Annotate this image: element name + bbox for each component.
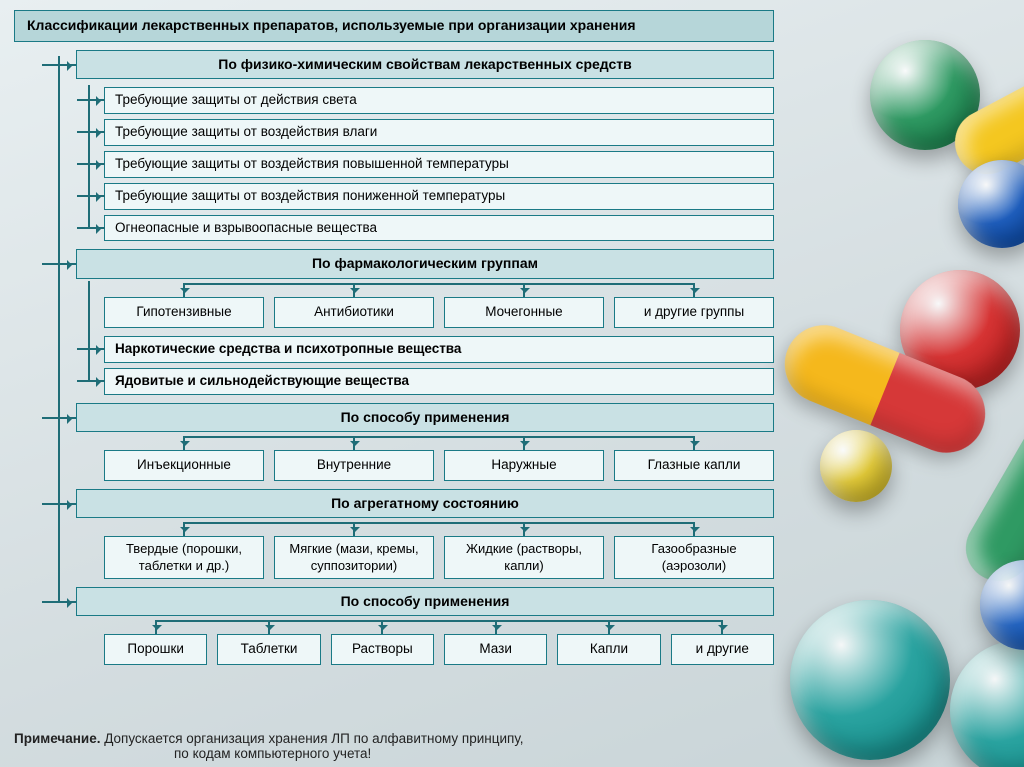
list-item: Требующие защиты от воздействия влаги bbox=[104, 119, 774, 146]
row-item: Мази bbox=[444, 634, 547, 665]
section-0: По физико-химическим свойствам лекарстве… bbox=[76, 50, 774, 242]
footnote-line2: по кодам компьютерного учета! bbox=[174, 746, 371, 761]
fanout-connector bbox=[104, 522, 774, 536]
list-item: Требующие защиты от воздействия пониженн… bbox=[104, 183, 774, 210]
row-item: Жидкие (растворы, капли) bbox=[444, 536, 604, 579]
section-body: Инъекционные Внутренние Наружные Глазные ка… bbox=[104, 436, 774, 481]
classification-diagram: Классификации лекарственных препаратов, … bbox=[14, 10, 774, 665]
row-item: Капли bbox=[557, 634, 660, 665]
row-item: Растворы bbox=[331, 634, 434, 665]
section-header: По способу применения bbox=[76, 587, 774, 617]
row-item: Таблетки bbox=[217, 634, 320, 665]
main-trunk-line bbox=[58, 56, 60, 602]
row-item: и другие bbox=[671, 634, 774, 665]
list-item: Требующие защиты от действия света bbox=[104, 87, 774, 114]
section-1: По фармакологическим группам Гипотензивны… bbox=[76, 249, 774, 394]
row-item: Мочегонные bbox=[444, 297, 604, 328]
footnote-line1: Допускается организация хранения ЛП по а… bbox=[100, 731, 523, 746]
section-4: По способу применения Порошки Таблетки Раст… bbox=[76, 587, 774, 665]
row-item: и другие группы bbox=[614, 297, 774, 328]
row-item: Порошки bbox=[104, 634, 207, 665]
section-2: По способу применения Инъекционные Внутрен… bbox=[76, 403, 774, 481]
row-item: Глазные капли bbox=[614, 450, 774, 481]
list-item: Требующие защиты от воздействия повышенн… bbox=[104, 151, 774, 178]
section-body: Твердые (порошки, таблетки и др.)Мягкие … bbox=[104, 522, 774, 579]
row-item: Инъекционные bbox=[104, 450, 264, 481]
section-header: По агрегатному состоянию bbox=[76, 489, 774, 519]
row-item: Мягкие (мази, кремы, суппозитории) bbox=[274, 536, 434, 579]
row-item: Газообразные (аэрозоли) bbox=[614, 536, 774, 579]
section-header: По фармакологическим группам bbox=[76, 249, 774, 279]
row-item: Наружные bbox=[444, 450, 604, 481]
row-item: Антибиотики bbox=[274, 297, 434, 328]
list-item: Огнеопасные и взрывоопасные вещества bbox=[104, 215, 774, 242]
section-header: По физико-химическим свойствам лекарстве… bbox=[76, 50, 774, 80]
row-item: Гипотензивные bbox=[104, 297, 264, 328]
section-body: Порошки Таблетки Растворы Мази Капли и другие bbox=[104, 620, 774, 665]
section-3: По агрегатному состояниюТвердые (порошки… bbox=[76, 489, 774, 579]
row-item: Внутренние bbox=[274, 450, 434, 481]
footnote: Примечание. Допускается организация хран… bbox=[14, 731, 774, 761]
list-item: Ядовитые и сильнодействующие вещества bbox=[104, 368, 774, 395]
fanout-connector bbox=[104, 436, 774, 450]
list-item: Наркотические средства и психотропные ве… bbox=[104, 336, 774, 363]
section-header: По способу применения bbox=[76, 403, 774, 433]
section-body: Требующие защиты от действия света Требую… bbox=[104, 87, 774, 241]
row-item: Твердые (порошки, таблетки и др.) bbox=[104, 536, 264, 579]
fanout-connector bbox=[104, 283, 774, 297]
fanout-connector bbox=[104, 620, 774, 634]
footnote-label: Примечание. bbox=[14, 731, 100, 746]
section-body: Гипотензивные Антибиотики Мочегонные и друг… bbox=[104, 283, 774, 395]
diagram-title: Классификации лекарственных препаратов, … bbox=[14, 10, 774, 42]
